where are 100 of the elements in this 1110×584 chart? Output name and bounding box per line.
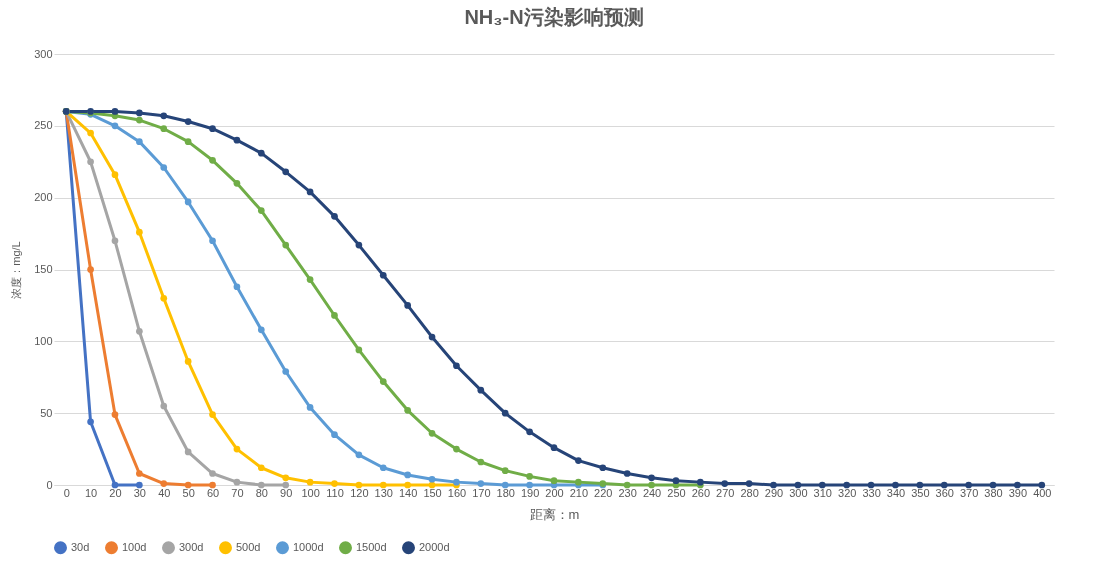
legend-label: 1000d bbox=[293, 540, 324, 553]
x-tick-label: 160 bbox=[447, 486, 467, 499]
x-tick-label: 220 bbox=[594, 486, 613, 499]
point bbox=[940, 481, 948, 489]
point bbox=[136, 116, 143, 124]
point bbox=[306, 478, 314, 486]
point bbox=[257, 464, 265, 472]
x-tick-label: 40 bbox=[158, 486, 171, 499]
x-tick-label: 180 bbox=[496, 486, 515, 499]
point bbox=[136, 109, 143, 117]
x-tick-label: 230 bbox=[618, 486, 637, 499]
y-axis-title: 浓度：mg/L bbox=[10, 241, 23, 299]
x-tick-label: 320 bbox=[838, 486, 857, 499]
point bbox=[209, 156, 216, 164]
x-tick-label: 360 bbox=[935, 486, 954, 499]
y-tick-label: 300 bbox=[34, 47, 53, 60]
point bbox=[209, 411, 216, 418]
point bbox=[575, 457, 582, 464]
x-tick-label: 170 bbox=[472, 486, 491, 499]
x-tick-label: 190 bbox=[520, 486, 540, 499]
point bbox=[404, 302, 412, 309]
y-tick-label: 150 bbox=[34, 263, 53, 275]
point bbox=[306, 404, 314, 411]
point bbox=[526, 428, 533, 436]
point bbox=[453, 445, 460, 453]
point bbox=[209, 125, 216, 133]
point bbox=[209, 481, 216, 489]
x-tick-label: 30 bbox=[133, 486, 146, 499]
point bbox=[477, 480, 485, 487]
point bbox=[648, 481, 655, 489]
x-tick-label: 300 bbox=[789, 486, 808, 499]
point bbox=[526, 473, 533, 480]
x-axis-title: 距离：m bbox=[529, 506, 580, 522]
x-tick-label: 330 bbox=[862, 486, 881, 499]
chart-title: NH₃-N污染影响预测 bbox=[464, 6, 644, 28]
point bbox=[526, 481, 533, 489]
point bbox=[648, 474, 655, 482]
point bbox=[721, 480, 729, 487]
point bbox=[111, 171, 119, 179]
point bbox=[209, 470, 216, 477]
point bbox=[1014, 481, 1021, 489]
x-tick-label: 210 bbox=[569, 486, 589, 499]
legend-label: 300d bbox=[179, 540, 204, 553]
x-tick-label: 380 bbox=[984, 486, 1003, 499]
point bbox=[355, 451, 363, 459]
point bbox=[501, 467, 509, 474]
point bbox=[306, 188, 314, 196]
point bbox=[233, 445, 241, 453]
point bbox=[111, 481, 119, 489]
x-tick-label: 240 bbox=[642, 486, 662, 499]
point bbox=[282, 168, 290, 176]
point bbox=[136, 228, 143, 236]
point bbox=[453, 362, 460, 370]
x-tick-label: 310 bbox=[813, 486, 832, 499]
point bbox=[160, 402, 168, 410]
point bbox=[867, 481, 875, 489]
point bbox=[331, 312, 338, 319]
point bbox=[87, 158, 94, 166]
y-tick-label: 50 bbox=[40, 406, 53, 419]
point bbox=[404, 471, 412, 479]
x-tick-label: 100 bbox=[301, 486, 320, 499]
point bbox=[184, 138, 192, 145]
x-tick-label: 20 bbox=[109, 486, 122, 499]
point bbox=[599, 464, 607, 472]
point bbox=[379, 271, 387, 279]
point bbox=[428, 429, 436, 437]
point bbox=[477, 386, 485, 394]
point bbox=[136, 327, 143, 335]
x-tick-label: 10 bbox=[84, 486, 98, 499]
point bbox=[184, 448, 192, 456]
x-tick-label: 200 bbox=[545, 486, 564, 499]
x-tick-label: 340 bbox=[886, 486, 906, 499]
point bbox=[501, 409, 509, 417]
point bbox=[111, 122, 119, 130]
point bbox=[233, 283, 241, 291]
point bbox=[355, 241, 363, 249]
point bbox=[501, 481, 509, 489]
x-tick-label: 290 bbox=[764, 486, 784, 499]
point bbox=[257, 207, 265, 214]
y-tick-label: 200 bbox=[34, 191, 53, 204]
legend-label: 2000d bbox=[419, 540, 450, 553]
point bbox=[160, 294, 168, 302]
point bbox=[282, 481, 290, 489]
y-tick-label: 0 bbox=[46, 478, 53, 491]
point bbox=[892, 481, 899, 489]
point bbox=[184, 118, 192, 125]
point bbox=[306, 276, 314, 283]
point bbox=[331, 431, 338, 439]
x-tick-label: 130 bbox=[374, 486, 393, 499]
point bbox=[916, 481, 924, 489]
x-tick-label: 260 bbox=[691, 486, 711, 499]
y-tick-label: 250 bbox=[34, 119, 53, 132]
point bbox=[136, 138, 143, 145]
x-tick-label: 390 bbox=[1008, 486, 1028, 499]
point bbox=[1038, 481, 1046, 489]
point bbox=[428, 333, 436, 341]
x-tick-label: 0 bbox=[63, 486, 70, 499]
x-tick-label: 250 bbox=[667, 486, 686, 499]
x-tick-label: 140 bbox=[398, 486, 418, 499]
point bbox=[770, 481, 777, 489]
